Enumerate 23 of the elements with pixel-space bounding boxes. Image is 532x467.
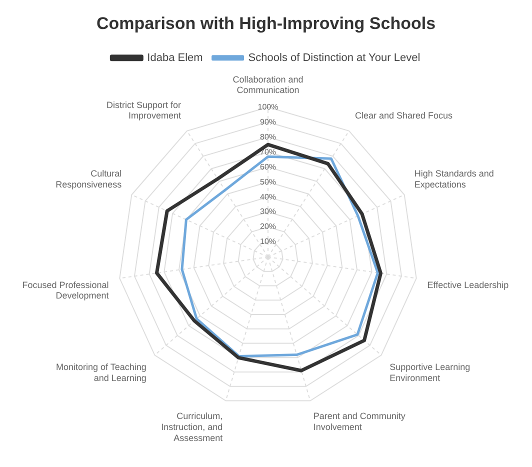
spoke-label: Cultural Responsiveness [56,168,122,190]
spoke-label: Collaboration and Communication [232,74,304,96]
legend-label: Schools of Distinction at Your Level [248,52,420,64]
spoke-label: Parent and Community Involvement [313,411,406,432]
legend-label: Idaba Elem [147,52,203,64]
y-tick-label: 40% [260,192,276,202]
y-tick-label: 80% [260,132,276,142]
y-tick-label: 100% [258,102,278,112]
spoke-label: District Support for Improvement [106,100,182,121]
y-tick-label: 10% [260,237,276,246]
y-tick-label: 50% [260,177,276,186]
spoke-label: Effective Leadership [427,280,509,290]
chart-title: Comparison with High-Improving Schools [96,14,436,33]
y-tick-label: 90% [260,117,276,126]
y-tick-label: 60% [260,162,276,172]
spoke-label: Curriculum, Instruction, and Assessment [161,411,224,443]
y-tick-label: 30% [260,207,276,216]
spoke-label: Clear and Shared Focus [354,110,454,121]
spoke-label: Supportive Learning Environment [390,362,470,384]
spoke-label: Monitoring of Teaching and Learning [56,362,146,384]
spoke-label: High Standards and Expectations [414,168,494,190]
y-tick-label: 20% [260,222,276,232]
spoke-label: Focused Professional Development [22,280,110,301]
